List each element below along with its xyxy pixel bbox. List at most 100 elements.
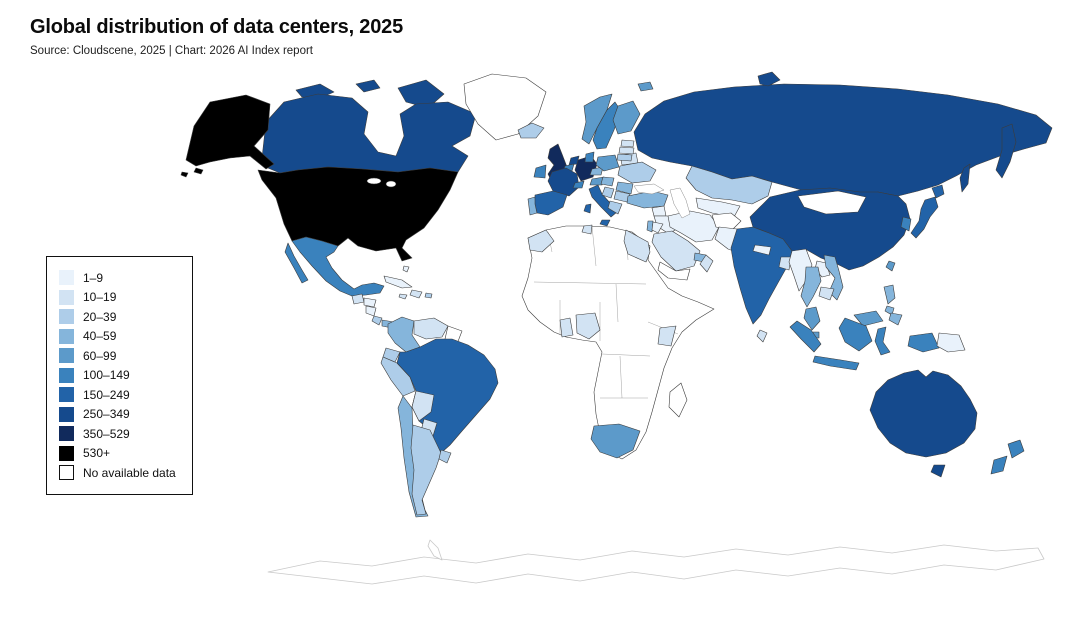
legend-swatch (59, 426, 74, 442)
country-guatemala (351, 293, 365, 305)
country-honduras (363, 297, 377, 308)
legend-swatch (59, 289, 74, 305)
legend-swatch (59, 387, 74, 403)
country-jamaica (398, 293, 408, 300)
country-papua-new-guinea (936, 332, 966, 353)
region-antarctic-peninsula (427, 539, 443, 561)
caspian-sea (669, 187, 691, 219)
legend-label: No available data (83, 465, 176, 480)
country-malaysia-borneo (853, 310, 884, 327)
country-taiwan (885, 260, 896, 272)
country-greece (607, 200, 623, 215)
legend-swatch (59, 309, 74, 325)
country-mongolia (797, 190, 867, 215)
country-japan-hokkaido (931, 184, 945, 199)
region-antarctica (267, 544, 1045, 585)
legend-swatch (59, 367, 74, 383)
country-south-korea (900, 216, 912, 232)
legend-item: 1–9 (59, 268, 176, 288)
country-brazil (396, 338, 499, 454)
country-puerto-rico (424, 292, 433, 299)
country-iran (667, 210, 720, 243)
country-malaysia (803, 306, 821, 331)
country-tasmania (930, 464, 946, 478)
legend-swatch (59, 348, 74, 364)
chart-source-note: Source: Cloudscene, 2025 | Chart: 2026 A… (30, 45, 313, 57)
country-africa-other (521, 225, 715, 460)
legend-label: 20–39 (83, 309, 117, 324)
legend-label: 250–349 (83, 407, 130, 422)
country-sri-lanka (756, 329, 768, 343)
country-baja (284, 242, 309, 284)
country-bangladesh (778, 256, 792, 271)
country-morocco (527, 229, 555, 253)
legend-label: 10–19 (83, 290, 117, 305)
country-indonesia-java (812, 355, 860, 371)
country-saudi-arabia (651, 230, 701, 272)
legend-item: 10–19 (59, 288, 176, 308)
legend-label: 530+ (83, 446, 111, 461)
country-denmark (584, 151, 595, 163)
country-afghanistan (711, 212, 742, 232)
country-tunisia (581, 224, 593, 235)
legend-swatch-no-data (59, 465, 74, 481)
country-indonesia-sulawesi (874, 326, 891, 356)
country-svalbard (637, 81, 654, 92)
country-vietnam (823, 254, 844, 301)
country-alaska (185, 94, 275, 170)
country-canada-island-3 (397, 79, 445, 109)
country-nepal (752, 244, 772, 256)
country-netherlands (568, 155, 580, 166)
legend-swatch (59, 328, 74, 344)
legend-label: 60–99 (83, 348, 117, 363)
country-kamchatka (995, 123, 1017, 179)
legend-label: 150–249 (83, 387, 130, 402)
country-indonesia-kalimantan (838, 317, 873, 352)
country-sardinia (583, 203, 592, 214)
country-nicaragua (365, 305, 377, 317)
country-new-zealand-south (990, 455, 1008, 475)
country-estonia (620, 139, 635, 148)
country-romania (615, 181, 634, 195)
country-ireland (533, 164, 547, 179)
legend-item: 60–99 (59, 346, 176, 366)
legend-label: 350–529 (83, 426, 130, 441)
legend-label: 100–149 (83, 368, 130, 383)
country-latvia (618, 146, 635, 155)
country-madagascar (668, 382, 688, 418)
country-kenya (657, 325, 677, 347)
country-canada-island-2 (355, 79, 381, 93)
country-novaya-zemlya (757, 71, 781, 87)
country-south-africa (590, 423, 641, 459)
country-philippines-mindanao (888, 312, 903, 326)
country-spain (534, 190, 568, 216)
country-new-zealand-north (1007, 439, 1025, 459)
legend-item: 530+ (59, 444, 176, 464)
legend-item: 40–59 (59, 327, 176, 347)
country-cambodia (818, 286, 835, 301)
legend-item: 100–149 (59, 366, 176, 386)
legend-swatch (59, 445, 74, 461)
country-argentina (410, 424, 442, 516)
country-bolivia (411, 390, 435, 422)
great-lake-east (385, 180, 397, 188)
legend-item: 350–529 (59, 424, 176, 444)
legend-item: 150–249 (59, 385, 176, 405)
country-sicily (599, 219, 611, 227)
country-venezuela (413, 317, 449, 340)
country-france (547, 167, 580, 197)
legend-item: 20–39 (59, 307, 176, 327)
country-nigeria (575, 312, 601, 340)
legend-label: 40–59 (83, 329, 117, 344)
country-ukraine (617, 161, 657, 184)
country-bahamas (402, 265, 410, 273)
country-sakhalin (959, 163, 971, 193)
country-yemen (657, 261, 691, 281)
country-sweden (592, 101, 622, 150)
legend: 1–9 10–19 20–39 40–59 60–99 100–149 150–… (46, 256, 193, 495)
great-lake-west (366, 177, 382, 185)
country-indonesia-papua (907, 332, 940, 353)
country-israel (646, 220, 654, 233)
legend-item: 250–349 (59, 405, 176, 425)
